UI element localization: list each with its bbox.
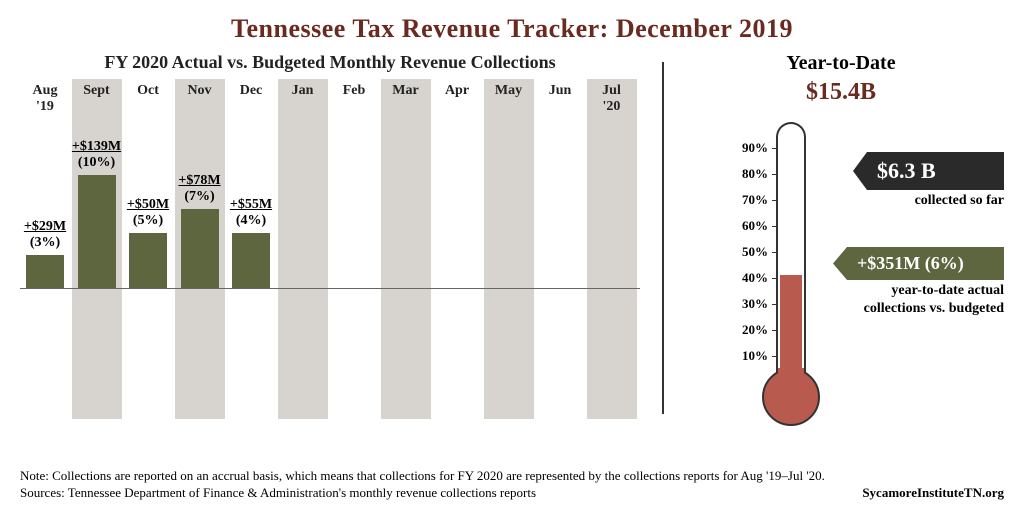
thermometer-tick-line: [772, 200, 778, 201]
revenue-bar: [26, 255, 64, 289]
thermometer-tick: 70%: [728, 192, 768, 208]
thermometer-bulb-cover: [778, 368, 804, 378]
thermometer-tick-line: [772, 148, 778, 149]
bar-chart: Aug'19+$29M(3%)Sept+$139M(10%)Oct+$50M(5…: [20, 79, 640, 419]
main-area: FY 2020 Actual vs. Budgeted Monthly Reve…: [0, 44, 1024, 444]
revenue-bar: [129, 233, 167, 289]
thermometer-tick: 10%: [728, 348, 768, 364]
callout-vs-budget: +$351M (6%): [833, 247, 1004, 280]
ytd-title: Year-to-Date: [678, 52, 1004, 75]
thermometer-tick: 50%: [728, 244, 768, 260]
bar-chart-panel: FY 2020 Actual vs. Budgeted Monthly Reve…: [20, 52, 640, 444]
chart-baseline: [20, 288, 640, 289]
thermometer-tick: 30%: [728, 296, 768, 312]
thermometer-tick: 60%: [728, 218, 768, 234]
thermometer-tick: 80%: [728, 166, 768, 182]
thermometer-tick-line: [772, 174, 778, 175]
month-label: Mar: [381, 83, 431, 99]
callout-collected-sub: collected so far: [853, 192, 1004, 210]
ytd-panel: Year-to-Date $15.4B 10% 20% 30% 40% 50% 60% 70…: [678, 52, 1004, 444]
chart-stripe: [278, 79, 328, 419]
month-label: Dec: [226, 83, 276, 99]
thermometer-tick: 90%: [728, 140, 768, 156]
thermometer-tick: 20%: [728, 322, 768, 338]
month-label: Oct: [123, 83, 173, 99]
month-label: Jan: [278, 83, 328, 99]
thermometer-tick-line: [772, 278, 778, 279]
thermometer: 10% 20% 30% 40% 50% 60% 70% 80% 90%: [678, 122, 838, 422]
month-label: Feb: [329, 83, 379, 99]
thermometer-tick-line: [772, 356, 778, 357]
callout-collected: $6.3 B: [853, 152, 1004, 190]
thermometer-tube: [776, 122, 806, 382]
footer: Note: Collections are reported on an acc…: [20, 467, 1004, 502]
thermometer-tick-line: [772, 330, 778, 331]
thermometer-tick-line: [772, 252, 778, 253]
main-title: Tennessee Tax Revenue Tracker: December …: [0, 0, 1024, 44]
revenue-bar: [181, 209, 219, 289]
callout-vs-budget-sub: year-to-date actualcollections vs. budge…: [833, 282, 1004, 317]
thermometer-tick-line: [772, 304, 778, 305]
bar-value-label: +$139M(10%): [67, 139, 127, 171]
thermometer-tick: 40%: [728, 270, 768, 286]
ytd-amount: $15.4B: [678, 79, 1004, 106]
bar-value-label: +$55M(4%): [221, 197, 281, 229]
chart-stripe: [587, 79, 637, 419]
footer-note: Note: Collections are reported on an acc…: [20, 467, 1004, 485]
month-label: Nov: [175, 83, 225, 99]
panel-divider: [662, 62, 664, 414]
bar-value-label: +$29M(3%): [15, 219, 75, 251]
chart-subtitle: FY 2020 Actual vs. Budgeted Monthly Reve…: [20, 52, 640, 73]
month-label: Sept: [72, 83, 122, 99]
month-label: Aug'19: [20, 83, 70, 115]
footer-url: SycamoreInstituteTN.org: [862, 484, 1004, 502]
month-label: Jul'20: [587, 83, 637, 115]
footer-sources: Sources: Tennessee Department of Finance…: [20, 484, 1004, 502]
month-label: May: [484, 83, 534, 99]
chart-stripe: [381, 79, 431, 419]
month-label: Jun: [535, 83, 585, 99]
thermometer-fill: [780, 275, 802, 382]
revenue-bar: [232, 233, 270, 289]
month-label: Apr: [432, 83, 482, 99]
revenue-bar: [78, 175, 116, 289]
chart-stripe: [484, 79, 534, 419]
thermometer-tick-line: [772, 226, 778, 227]
